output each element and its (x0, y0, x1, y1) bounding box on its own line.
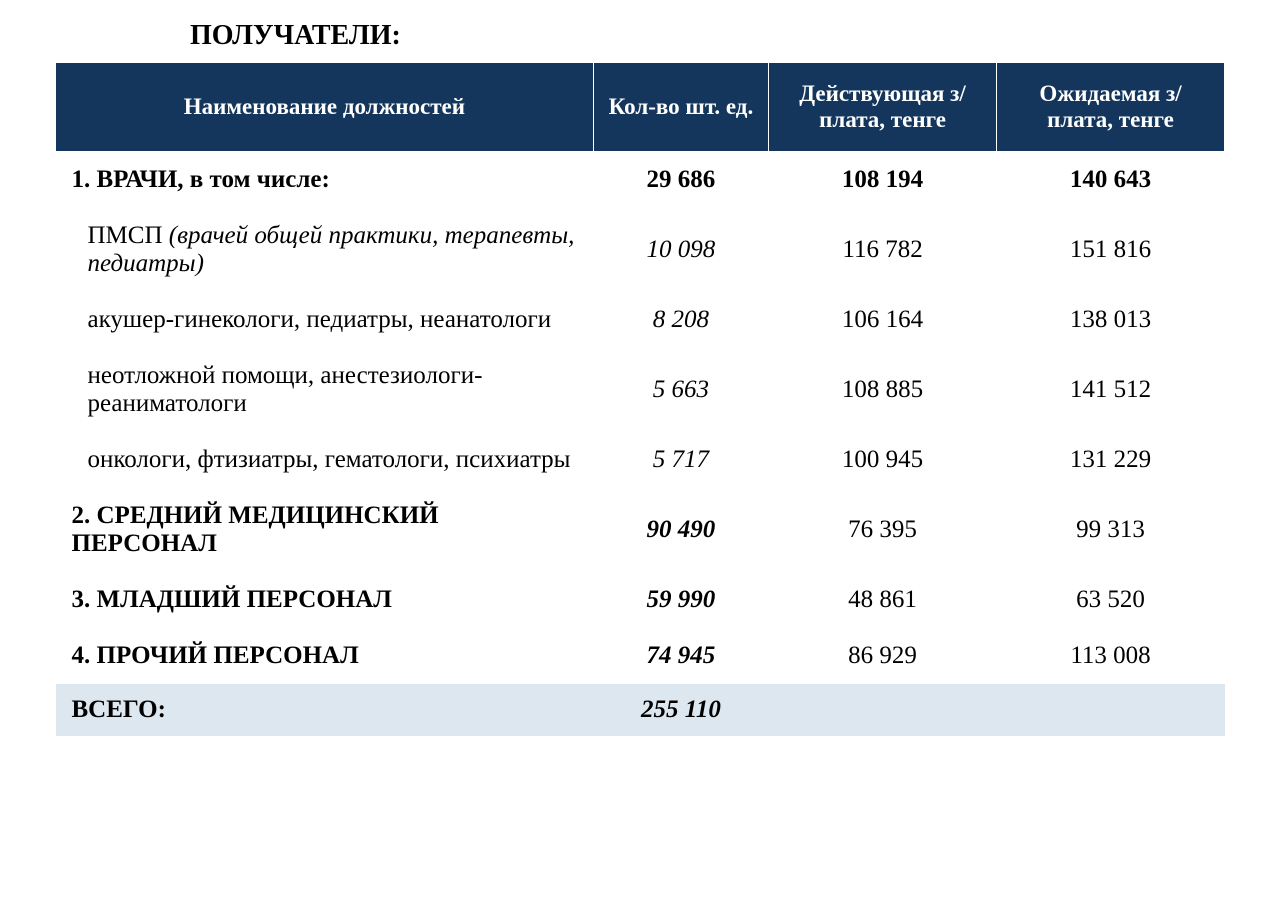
cell-name: онкологи, фтизиатры, гематологи, психиат… (56, 432, 594, 488)
cell-expected: 138 013 (997, 292, 1225, 348)
cell-name: 4. ПРОЧИЙ ПЕРСОНАЛ (56, 628, 594, 684)
col-header-expected: Ожидаемая з/плата, тенге (997, 63, 1225, 152)
pmsp-prefix: ПМСП (88, 222, 169, 249)
cell-expected: 99 313 (997, 488, 1225, 572)
cell-current: 108 194 (769, 152, 997, 209)
cell-total-name: ВСЕГО: (56, 684, 594, 736)
cell-name: неотложной помощи, анестезиологи-реанима… (56, 348, 594, 432)
cell-current: 48 861 (769, 572, 997, 628)
cell-count: 8 208 (593, 292, 768, 348)
table-row: 1. ВРАЧИ, в том числе: 29 686 108 194 14… (56, 152, 1225, 209)
cell-expected: 141 512 (997, 348, 1225, 432)
cell-current: 106 164 (769, 292, 997, 348)
page-title: ПОЛУЧАТЕЛИ: (190, 20, 1225, 52)
col-header-current: Действующая з/плата, тенге (769, 63, 997, 152)
table-row: 4. ПРОЧИЙ ПЕРСОНАЛ 74 945 86 929 113 008 (56, 628, 1225, 684)
cell-name: ПМСП (врачей общей практики, терапевты, … (56, 208, 594, 292)
cell-expected: 63 520 (997, 572, 1225, 628)
cell-expected: 113 008 (997, 628, 1225, 684)
cell-name: 1. ВРАЧИ, в том числе: (56, 152, 594, 209)
cell-expected: 151 816 (997, 208, 1225, 292)
cell-total-expected (997, 684, 1225, 736)
cell-current: 86 929 (769, 628, 997, 684)
cell-name: 3. МЛАДШИЙ ПЕРСОНАЛ (56, 572, 594, 628)
table-row: ПМСП (врачей общей практики, терапевты, … (56, 208, 1225, 292)
table-row: акушер-гинекологи, педиатры, неанатологи… (56, 292, 1225, 348)
col-header-name: Наименование должностей (56, 63, 594, 152)
salary-table: Наименование должностей Кол-во шт. ед. Д… (55, 62, 1225, 736)
col-header-count: Кол-во шт. ед. (593, 63, 768, 152)
table-total-row: ВСЕГО: 255 110 (56, 684, 1225, 736)
cell-current: 108 885 (769, 348, 997, 432)
cell-current: 76 395 (769, 488, 997, 572)
cell-count: 74 945 (593, 628, 768, 684)
table-body: 1. ВРАЧИ, в том числе: 29 686 108 194 14… (56, 152, 1225, 737)
cell-expected: 140 643 (997, 152, 1225, 209)
table-row: 3. МЛАДШИЙ ПЕРСОНАЛ 59 990 48 861 63 520 (56, 572, 1225, 628)
table-row: 2. СРЕДНИЙ МЕДИЦИНСКИЙ ПЕРСОНАЛ 90 490 7… (56, 488, 1225, 572)
cell-count: 29 686 (593, 152, 768, 209)
table-row: онкологи, фтизиатры, гематологи, психиат… (56, 432, 1225, 488)
cell-expected: 131 229 (997, 432, 1225, 488)
table-header: Наименование должностей Кол-во шт. ед. Д… (56, 63, 1225, 152)
cell-count: 59 990 (593, 572, 768, 628)
cell-count: 5 663 (593, 348, 768, 432)
cell-count: 5 717 (593, 432, 768, 488)
cell-total-count: 255 110 (593, 684, 768, 736)
cell-current: 116 782 (769, 208, 997, 292)
cell-total-current (769, 684, 997, 736)
cell-current: 100 945 (769, 432, 997, 488)
cell-name: 2. СРЕДНИЙ МЕДИЦИНСКИЙ ПЕРСОНАЛ (56, 488, 594, 572)
cell-count: 90 490 (593, 488, 768, 572)
table-row: неотложной помощи, анестезиологи-реанима… (56, 348, 1225, 432)
cell-name: акушер-гинекологи, педиатры, неанатологи (56, 292, 594, 348)
cell-count: 10 098 (593, 208, 768, 292)
